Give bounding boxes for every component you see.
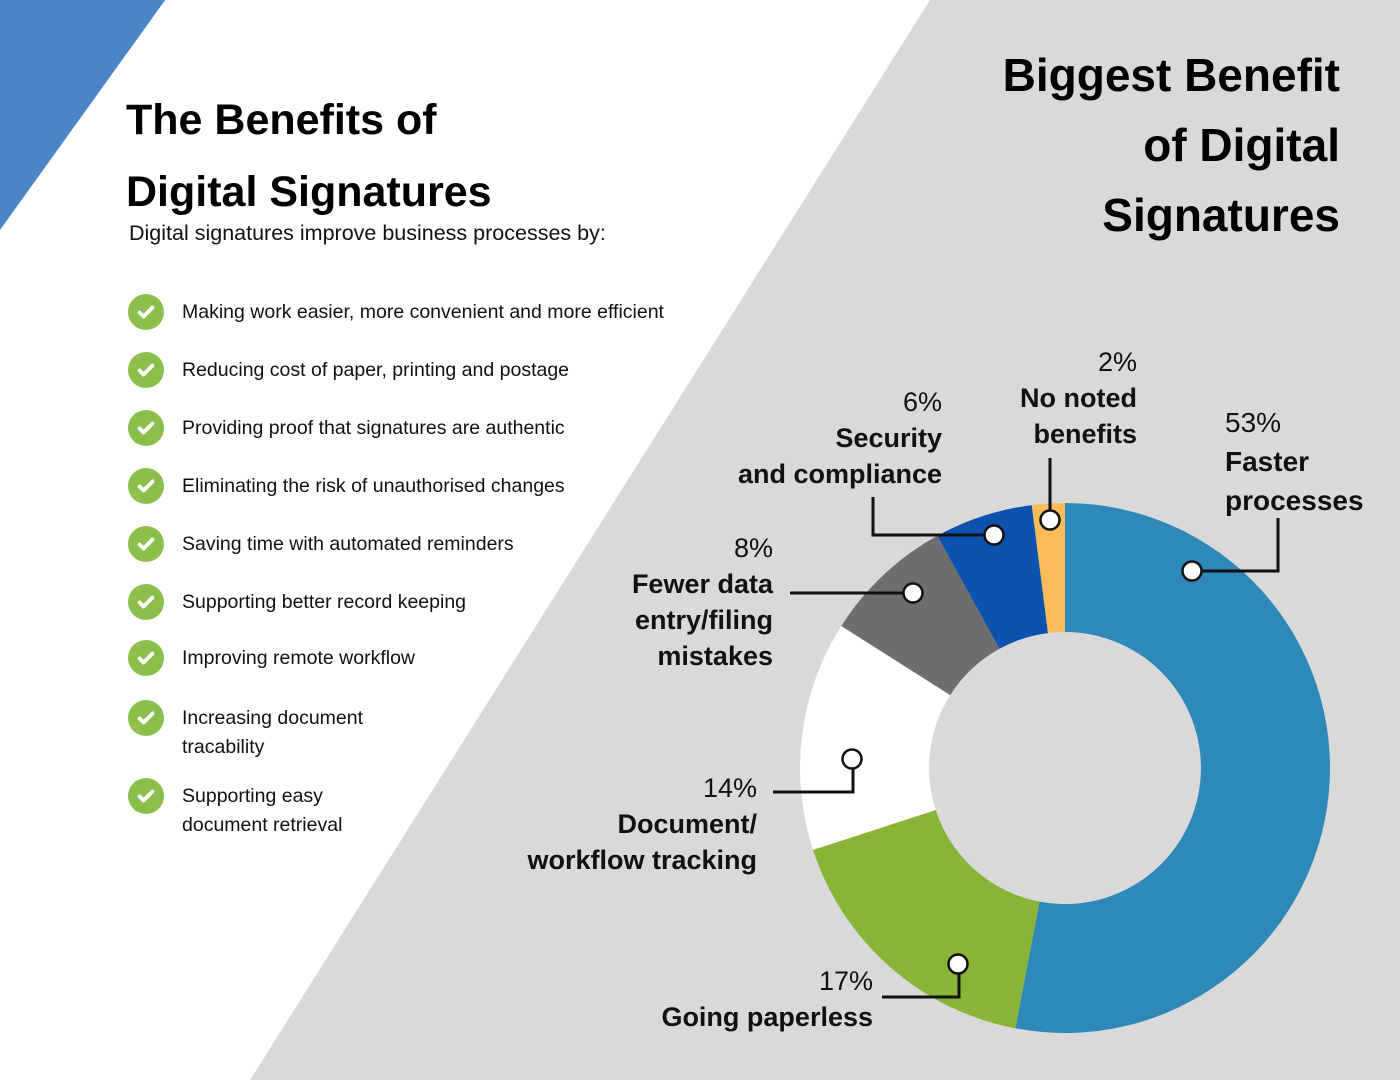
leader-dot-fewer-data-entry — [902, 582, 924, 604]
checkmark-icon — [128, 410, 164, 446]
donut-slice-going-paperless — [813, 810, 1040, 1029]
leader-line-going-paperless — [882, 974, 961, 999]
checkmark-icon — [128, 640, 164, 676]
list-item: Making work easier, more convenient and … — [128, 294, 664, 330]
callout-name-line: benefits — [1033, 419, 1137, 449]
callout-name-line: Faster — [1225, 446, 1310, 477]
list-item: Saving time with automated reminders — [128, 526, 514, 562]
callout-name-line: mistakes — [657, 641, 773, 671]
donut-slice-fewer-data-entry-filing-mistakes — [841, 535, 1000, 696]
callout-fewer-data-entry-filing-mistakes: 8% Fewer data entry/filing mistakes — [632, 530, 773, 674]
callout-name-line: workflow tracking — [527, 845, 757, 875]
chart-title: Biggest Benefit of Digital Signatures — [1003, 40, 1340, 250]
donut-slices — [800, 503, 1330, 1033]
leader-dot-faster-processes — [1181, 560, 1203, 582]
donut-slice-security-and-compliance — [937, 505, 1048, 649]
list-item: Supporting easy document retrieval — [128, 778, 357, 840]
callout-leaders — [773, 458, 1280, 999]
page-title-line1: The Benefits of — [126, 96, 437, 144]
list-item-text: Supporting easy document retrieval — [182, 785, 343, 836]
callout-name-line: Security — [835, 423, 942, 453]
callout-pct: 14% — [702, 773, 757, 803]
callout-going-paperless: 17% Going paperless — [661, 963, 873, 1035]
donut-slice-no-noted-benefits — [1031, 503, 1065, 634]
checkmark-icon — [128, 700, 164, 736]
leader-line-faster-processes — [1201, 518, 1280, 573]
callout-name-line: Going paperless — [661, 1002, 873, 1032]
checkmark-icon — [128, 294, 164, 330]
list-item: Providing proof that signatures are auth… — [128, 410, 565, 446]
leader-dot-security-and-compliance — [983, 524, 1005, 546]
page-subtitle: Digital signatures improve business proc… — [129, 221, 606, 245]
callout-security-and-compliance: 6% Security and compliance — [738, 384, 942, 492]
list-item: Improving remote workflow — [128, 640, 415, 676]
callout-pct: 6% — [902, 387, 942, 417]
callout-name-line: Fewer data — [631, 569, 773, 599]
list-item-text: Providing proof that signatures are auth… — [182, 417, 565, 439]
list-item-text: Supporting better record keeping — [182, 591, 467, 613]
callout-name-line: No noted — [1020, 383, 1137, 413]
list-item-text: Improving remote workflow — [182, 647, 415, 669]
callout-name-line: Document/ — [617, 809, 757, 839]
callout-name-line: and compliance — [737, 459, 942, 489]
list-item: Increasing document tracability — [128, 700, 417, 762]
list-item-text: Reducing cost of paper, printing and pos… — [182, 359, 570, 381]
list-item-text: Saving time with automated reminders — [182, 533, 514, 555]
list-item-text: Making work easier, more convenient and … — [182, 301, 664, 323]
list-item-text: Eliminating the risk of unauthorised cha… — [182, 475, 565, 497]
list-item: Eliminating the risk of unauthorised cha… — [128, 468, 565, 504]
callout-faster-processes: 53% Faster processes — [1225, 403, 1364, 520]
callout-pct: 8% — [733, 533, 773, 563]
donut-slice-faster-processes — [1015, 503, 1330, 1033]
callout-document-workflow-tracking: 14% Document/ workflow tracking — [527, 770, 757, 878]
chart-title-line1: Biggest Benefit — [1002, 49, 1340, 101]
leader-dot-going-paperless — [947, 953, 969, 975]
callout-name-line: entry/filing — [634, 605, 773, 635]
leader-line-document-workflow-tracking — [773, 769, 855, 794]
checkmark-icon — [128, 468, 164, 504]
checkmark-icon — [128, 584, 164, 620]
list-item-text: Increasing document tracability — [182, 707, 364, 758]
checkmark-icon — [128, 778, 164, 814]
leader-dot-no-noted-benefits — [1039, 509, 1061, 531]
checkmark-icon — [128, 526, 164, 562]
page-title: The Benefits of Digital Signatures — [126, 84, 492, 228]
callout-pct: 2% — [1097, 347, 1137, 377]
callout-no-noted-benefits: 2% No noted benefits — [1020, 344, 1137, 452]
leader-line-security-and-compliance — [871, 497, 984, 537]
checkmark-icon — [128, 352, 164, 388]
callout-pct: 17% — [818, 966, 873, 996]
leader-dot-document-workflow-tracking — [841, 748, 863, 770]
chart-title-line3: Signatures — [1102, 189, 1340, 241]
list-item: Supporting better record keeping — [128, 584, 466, 620]
callout-pct: 53% — [1225, 407, 1282, 438]
donut-slice-document-workflow-tracking — [800, 626, 951, 850]
page-title-line2: Digital Signatures — [126, 168, 492, 216]
chart-title-line2: of Digital — [1143, 119, 1340, 171]
list-item: Reducing cost of paper, printing and pos… — [128, 352, 569, 388]
callout-name-line: processes — [1225, 485, 1364, 516]
